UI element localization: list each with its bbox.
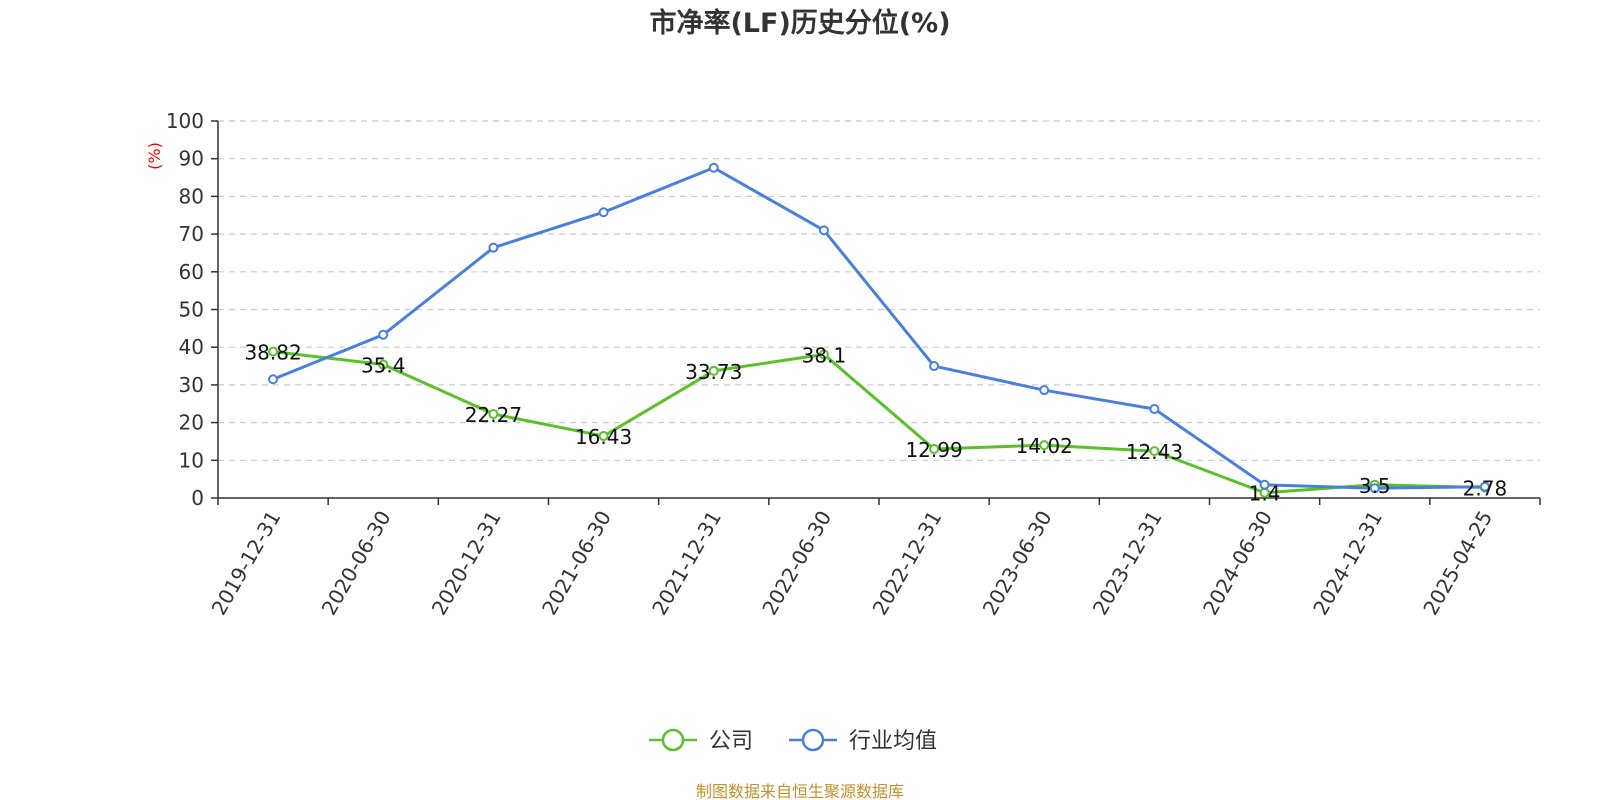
y-tick-label: 100 (166, 109, 204, 133)
x-tick-label: 2023-06-30 (978, 507, 1057, 620)
data-label: 12.43 (1126, 440, 1183, 464)
data-point (1149, 446, 1160, 457)
data-label: 35.4 (361, 354, 406, 378)
x-tick-label: 2019-12-31 (207, 507, 286, 620)
data-label: 38.82 (244, 341, 301, 365)
x-tick-label: 2024-06-30 (1198, 507, 1277, 620)
grid-lines (218, 120, 1540, 461)
x-tick-label: 2020-06-30 (317, 507, 396, 620)
y-tick-label: 20 (179, 411, 204, 435)
x-tick-label: 2020-12-31 (427, 506, 506, 619)
legend-item[interactable]: 行业均值 (789, 728, 937, 754)
x-tick-label: 2024-12-31 (1308, 507, 1387, 620)
x-tick-label: 2021-06-30 (537, 507, 616, 620)
data-label: 22.27 (465, 403, 522, 427)
data-label: 12.99 (905, 438, 962, 462)
data-point (488, 409, 499, 420)
x-tick-label: 2022-06-30 (757, 507, 836, 620)
data-point (488, 242, 499, 253)
data-point (1039, 440, 1050, 451)
y-tick-label: 30 (179, 373, 204, 397)
y-axis-unit: (%) (145, 142, 164, 170)
data-point (1259, 479, 1270, 490)
data-labels: 38.82 35.4 22.27 16.43 33.73 38.1 12.99 14.02 12… (244, 341, 1507, 506)
y-tick-label: 10 (179, 448, 204, 472)
series-lines (268, 162, 1490, 498)
data-point (708, 365, 719, 376)
x-tick-label: 2021-12-31 (647, 507, 726, 620)
data-point (378, 359, 389, 370)
legend[interactable]: 公司 行业均值 (649, 728, 937, 754)
legend-item[interactable]: 公司 (649, 728, 753, 754)
data-label: 33.73 (685, 360, 742, 384)
y-tick-label: 90 (179, 147, 204, 171)
legend-circle-icon (661, 728, 685, 752)
source-note: 制图数据来自恒生聚源数据库 (696, 782, 904, 800)
data-point (1369, 483, 1380, 494)
chart-title: 市净率(LF)历史分位(%) (649, 7, 950, 39)
data-point (708, 162, 719, 173)
data-label: 38.1 (802, 343, 847, 367)
x-tick-label: 2022-12-31 (868, 506, 947, 619)
legend-circle-icon (801, 728, 825, 752)
data-point (268, 346, 279, 357)
data-label: 3.5 (1359, 474, 1391, 498)
data-point (929, 444, 940, 455)
x-tick-label: 2025-04-25 (1418, 507, 1497, 620)
y-tick-label: 70 (179, 222, 204, 246)
data-point (1039, 385, 1050, 396)
data-label: 14.02 (1016, 434, 1073, 458)
y-tick-label: 60 (179, 260, 204, 284)
data-point (818, 225, 829, 236)
series-line-1 (272, 166, 1485, 490)
data-point (818, 349, 829, 360)
data-point (378, 329, 389, 340)
series-line-0 (272, 350, 1485, 495)
data-label: 1.4 (1249, 482, 1281, 506)
data-point (598, 207, 609, 218)
data-point (268, 374, 279, 385)
data-point (929, 361, 940, 372)
y-tick-label: 50 (179, 298, 204, 322)
y-tick-label: 40 (179, 335, 204, 359)
legend-label: 公司 (709, 729, 753, 754)
data-point (1149, 404, 1160, 415)
data-point (1479, 481, 1490, 492)
x-tick-label: 2023-12-31 (1088, 507, 1167, 620)
y-tick-label: 80 (179, 184, 204, 208)
data-label: 16.43 (575, 425, 632, 449)
data-label: 2.78 (1463, 477, 1508, 501)
data-point (598, 431, 609, 442)
legend-label: 行业均值 (849, 729, 937, 754)
y-tick-label: 0 (191, 486, 204, 510)
